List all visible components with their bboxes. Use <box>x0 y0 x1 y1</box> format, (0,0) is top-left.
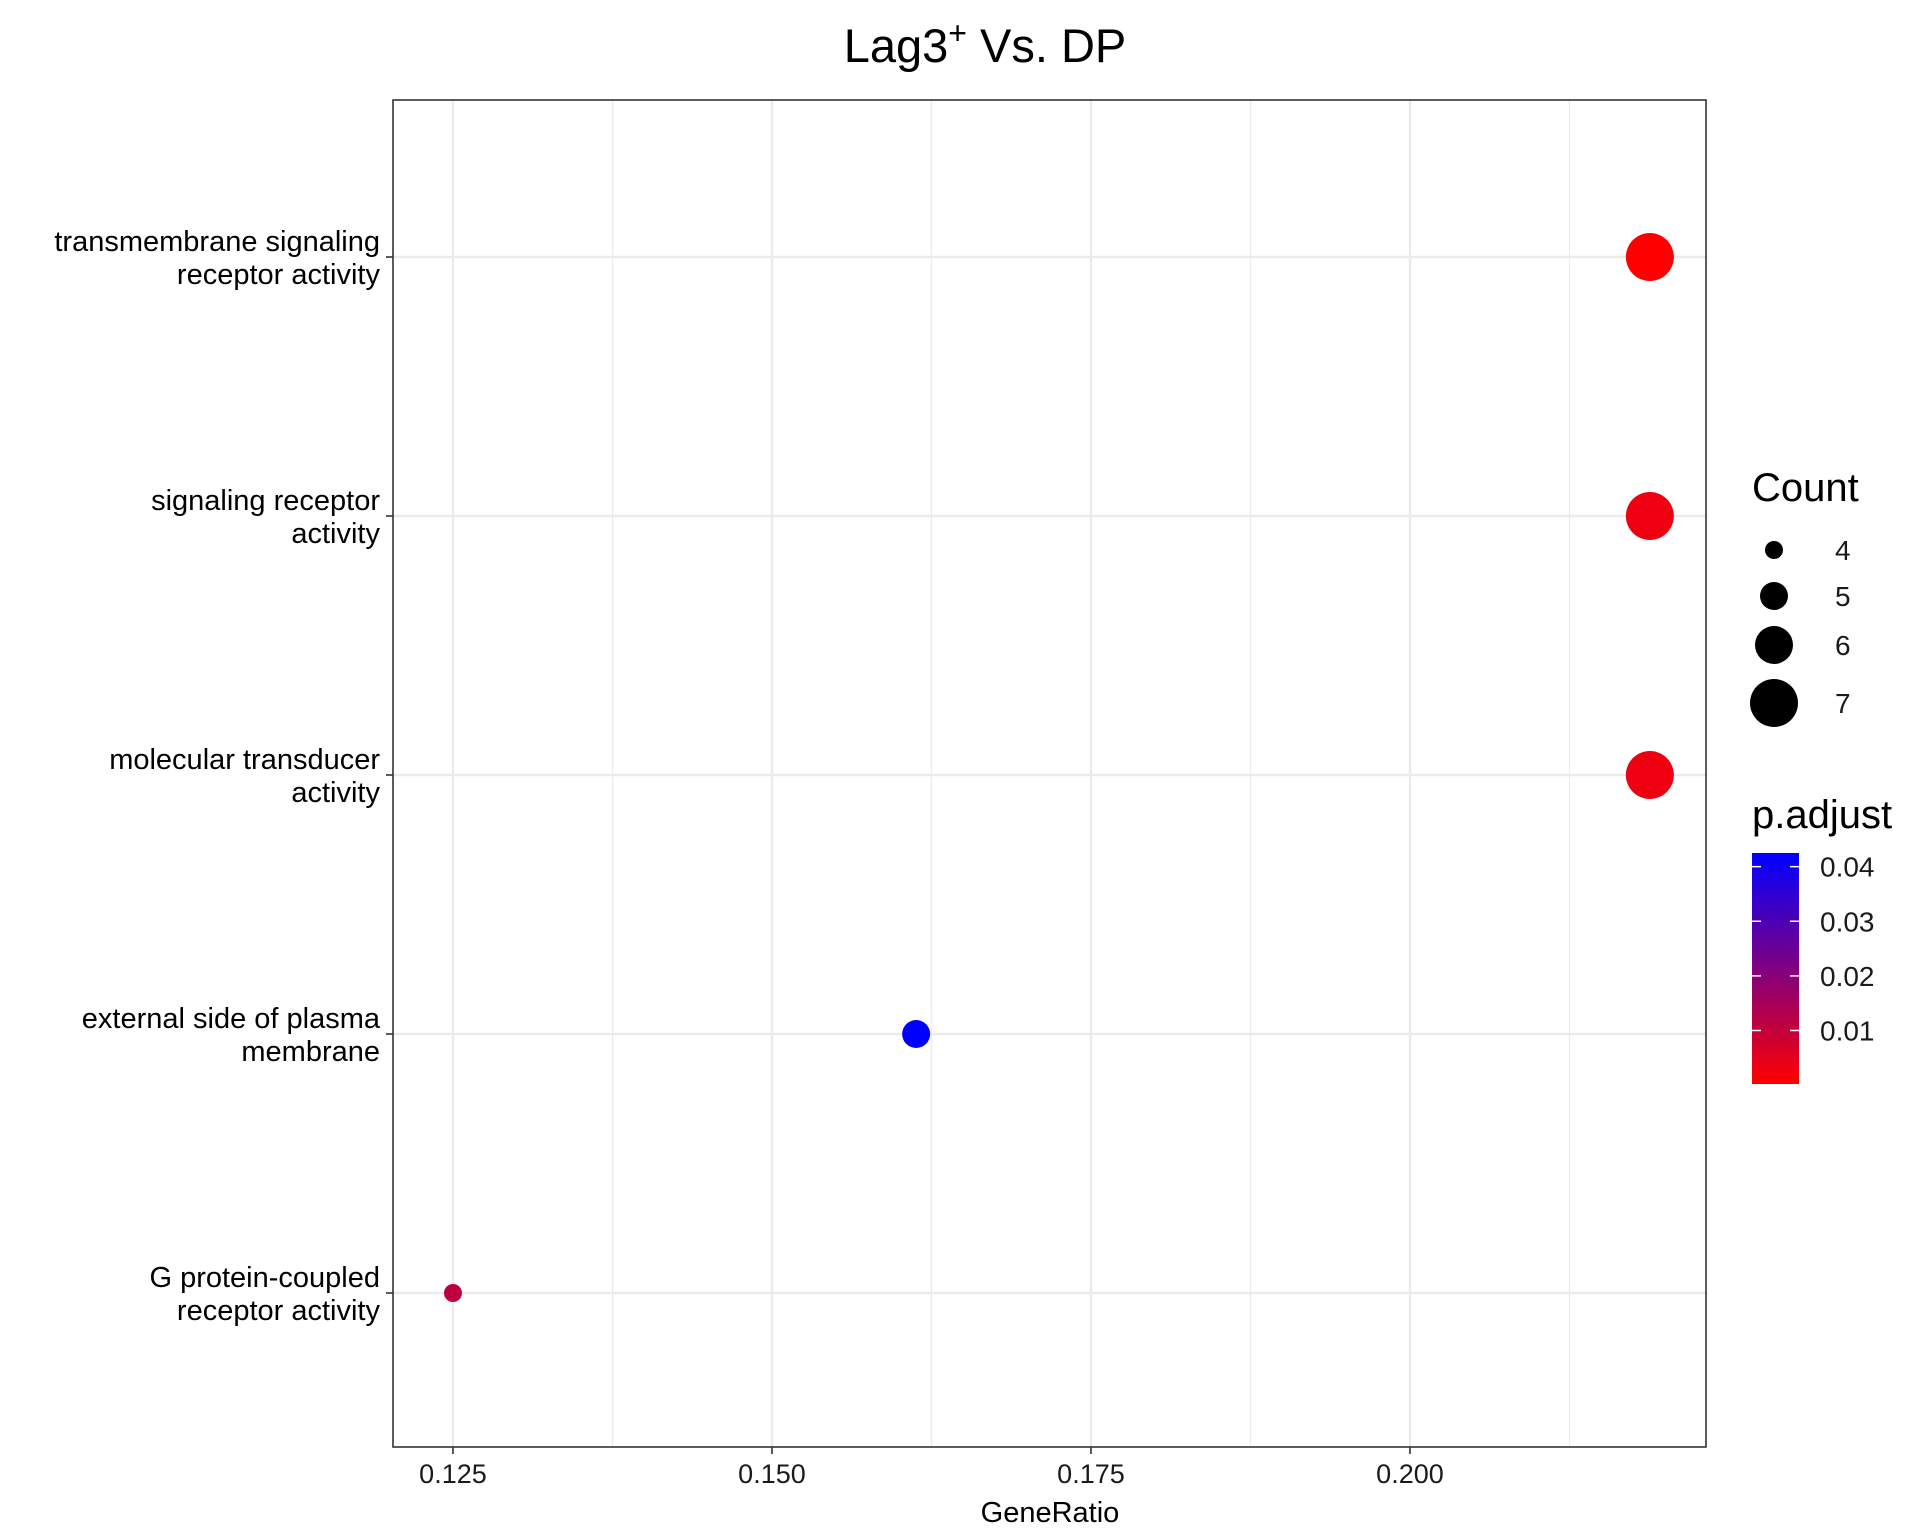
y-category-label: molecular transducer activity <box>109 744 380 809</box>
y-category-label: transmembrane signaling receptor activity <box>54 226 380 291</box>
p-adjust-legend-label: 0.01 <box>1820 1015 1875 1046</box>
count-legend: Count 4 5 6 7 <box>1750 466 1859 727</box>
count-legend-label: 7 <box>1835 688 1851 719</box>
chart-title-main: Lag3 <box>844 19 949 72</box>
p-adjust-legend-label: 0.02 <box>1820 961 1875 992</box>
data-point <box>902 1020 931 1048</box>
p-adjust-legend-label: 0.03 <box>1820 906 1875 937</box>
y-category-line-2: receptor activity <box>177 259 381 291</box>
y-category-line-1: signaling receptor <box>151 485 380 517</box>
x-tick-label: 0.200 <box>1376 1459 1444 1489</box>
p-adjust-colorbar <box>1752 853 1799 1084</box>
chart-title-superscript: + <box>948 15 967 51</box>
y-category-line-2: membrane <box>241 1036 380 1068</box>
data-point <box>1625 233 1674 281</box>
count-legend-key <box>1755 626 1793 664</box>
data-point <box>1625 751 1674 799</box>
y-category-line-2: receptor activity <box>177 1295 381 1327</box>
y-category-label: signaling receptor activity <box>151 485 380 550</box>
x-axis-title: GeneRatio <box>981 1497 1120 1529</box>
y-category-line-1: G protein-coupled <box>149 1262 380 1294</box>
count-legend-label: 4 <box>1835 535 1851 566</box>
chart-title: Lag3+ Vs. DP <box>844 15 1127 72</box>
grid-lines <box>393 100 1706 1447</box>
data-point <box>1625 492 1674 540</box>
count-legend-key <box>1750 679 1798 727</box>
y-category-label: G protein-coupled receptor activity <box>149 1262 380 1327</box>
x-tick-label: 0.125 <box>419 1459 487 1489</box>
y-category-line-1: molecular transducer <box>109 744 380 776</box>
count-legend-label: 5 <box>1835 581 1851 612</box>
x-axis: 0.125 0.150 0.175 0.200 <box>419 1447 1444 1489</box>
count-legend-label: 6 <box>1835 630 1851 661</box>
count-legend-key <box>1765 541 1783 559</box>
y-category-line-1: transmembrane signaling <box>54 226 380 258</box>
p-adjust-legend-title: p.adjust <box>1752 793 1892 837</box>
x-tick-label: 0.150 <box>738 1459 806 1489</box>
y-category-label: external side of plasma membrane <box>82 1003 381 1068</box>
data-point <box>443 1284 462 1302</box>
count-legend-title: Count <box>1752 466 1859 510</box>
plot-panel-border <box>392 99 1707 1448</box>
p-adjust-legend-label: 0.04 <box>1820 852 1875 883</box>
x-tick-label: 0.175 <box>1057 1459 1125 1489</box>
data-points <box>443 233 1674 1302</box>
y-axis: transmembrane signaling receptor activity… <box>54 226 393 1327</box>
y-category-line-2: activity <box>291 777 380 809</box>
count-legend-key <box>1760 582 1788 610</box>
p-adjust-legend: p.adjust 0.04 0.03 0.02 0.01 <box>1752 793 1892 1084</box>
chart-title-suffix: Vs. DP <box>967 19 1126 72</box>
y-category-line-1: external side of plasma <box>82 1003 381 1035</box>
y-category-line-2: activity <box>291 518 380 550</box>
